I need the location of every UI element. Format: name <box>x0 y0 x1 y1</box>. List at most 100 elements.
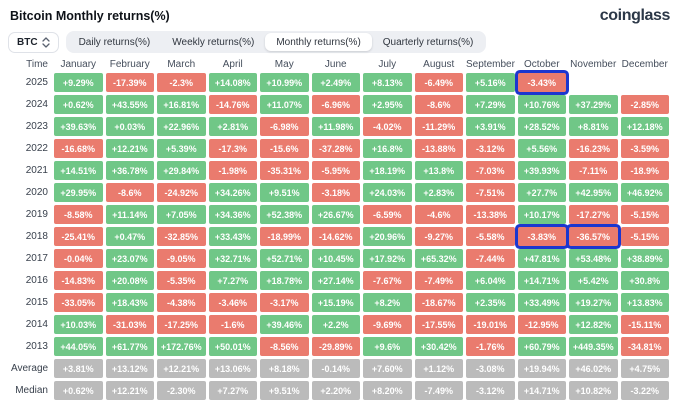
return-cell: -34.81% <box>620 337 669 356</box>
return-cell: -7.44% <box>466 249 515 268</box>
return-cell: +12.21% <box>157 359 206 378</box>
return-cell: -0.14% <box>311 359 360 378</box>
return-cell: +10.82% <box>569 381 618 400</box>
return-cell: +16.81% <box>157 95 206 114</box>
return-cell: -3.43% <box>517 73 566 92</box>
return-cell: -12.95% <box>517 315 566 334</box>
return-cell: +43.55% <box>105 95 154 114</box>
return-cell: -8.58% <box>54 205 103 224</box>
controls-bar: BTC Daily returns(%) Weekly returns(%) M… <box>8 31 672 53</box>
return-cell: -0.04% <box>54 249 103 268</box>
return-cell: -4.02% <box>363 117 412 136</box>
row-label: 2016 <box>25 275 48 286</box>
return-cell: +13.06% <box>208 359 257 378</box>
return-cell: -17.27% <box>569 205 618 224</box>
table-row: 2019 -8.58% +11.14% +7.05% +34.36% +52.38% +26… <box>11 205 669 224</box>
return-cell: +22.96% <box>157 117 206 136</box>
return-cell: -18.99% <box>260 227 309 246</box>
table-row: 2014 +10.03% -31.03% -17.25% -1.6% +39.46% +2.… <box>11 315 669 334</box>
return-cell: -6.59% <box>363 205 412 224</box>
return-cell: +18.19% <box>363 161 412 180</box>
return-cell: +27.7% <box>517 183 566 202</box>
table-row: 2017 -0.04% +23.07% -9.05% +32.71% +52.71% +10… <box>11 249 669 268</box>
return-cell: -18.9% <box>620 161 669 180</box>
return-cell: -5.58% <box>466 227 515 246</box>
tab-quarterly-returns[interactable]: Quarterly returns(%) <box>372 33 485 51</box>
return-cell: +0.62% <box>54 95 103 114</box>
return-cell: -8.56% <box>260 337 309 356</box>
coinglass-logo[interactable]: coinglass <box>599 6 671 24</box>
return-cell: +18.78% <box>260 271 309 290</box>
return-cell: +12.21% <box>105 381 154 400</box>
return-cell: +5.39% <box>157 139 206 158</box>
row-label: 2014 <box>25 319 48 330</box>
return-cell: +2.35% <box>466 293 515 312</box>
return-cell: +52.71% <box>260 249 309 268</box>
tab-weekly-returns[interactable]: Weekly returns(%) <box>161 33 265 51</box>
row-label: 2018 <box>25 231 48 242</box>
return-cell: -13.38% <box>466 205 515 224</box>
table-row: Average +3.81% +13.12% +12.21% +13.06% +8.18%… <box>11 359 669 378</box>
return-cell: +9.6% <box>363 337 412 356</box>
return-cell: +39.46% <box>260 315 309 334</box>
return-cell: +7.27% <box>208 271 257 290</box>
return-cell: +11.14% <box>105 205 154 224</box>
column-header-month: June <box>324 58 347 70</box>
column-header-month: March <box>167 58 196 70</box>
return-cell: -1.98% <box>208 161 257 180</box>
return-cell: +14.08% <box>208 73 257 92</box>
return-cell: -15.6% <box>260 139 309 158</box>
return-cell: +46.92% <box>620 183 669 202</box>
return-cell: -32.85% <box>157 227 206 246</box>
row-label: 2017 <box>25 253 48 264</box>
return-cell: +14.71% <box>517 271 566 290</box>
return-cell: -6.49% <box>414 73 463 92</box>
return-cell: -9.69% <box>363 315 412 334</box>
return-cell: +17.92% <box>363 249 412 268</box>
page-title: Bitcoin Monthly returns(%) <box>10 8 170 23</box>
table-row: 2016 -14.83% +20.08% -5.35% +7.27% +18.78% +27… <box>11 271 669 290</box>
return-cell: +3.91% <box>466 117 515 136</box>
return-cell: +11.07% <box>260 95 309 114</box>
return-cell: -1.76% <box>466 337 515 356</box>
return-cell: +2.81% <box>208 117 257 136</box>
tab-daily-returns[interactable]: Daily returns(%) <box>68 33 162 51</box>
return-cell: +2.20% <box>311 381 360 400</box>
return-cell: +8.20% <box>363 381 412 400</box>
unfold-icon <box>41 36 50 48</box>
return-cell: +5.42% <box>569 271 618 290</box>
return-cell: +52.38% <box>260 205 309 224</box>
row-label: 2025 <box>25 77 48 88</box>
return-cell: +0.03% <box>105 117 154 136</box>
table-row: 2020 +29.95% -8.6% -24.92% +34.26% +9.51% -3.1… <box>11 183 669 202</box>
return-cell: +30.42% <box>414 337 463 356</box>
return-cell: +50.01% <box>208 337 257 356</box>
return-cell: +2.95% <box>363 95 412 114</box>
row-label: 2013 <box>25 341 48 352</box>
row-label: 2021 <box>25 165 48 176</box>
return-cell: -6.98% <box>260 117 309 136</box>
column-header-month: February <box>109 58 150 70</box>
tab-monthly-returns[interactable]: Monthly returns(%) <box>265 33 372 51</box>
return-cell: -2.3% <box>157 73 206 92</box>
return-cell: +6.04% <box>466 271 515 290</box>
column-header-month: October <box>523 58 560 70</box>
return-cell: -7.49% <box>414 381 463 400</box>
return-cell: -3.22% <box>620 381 669 400</box>
symbol-select[interactable]: BTC <box>8 31 59 53</box>
return-cell: -25.41% <box>54 227 103 246</box>
return-cell: -4.38% <box>157 293 206 312</box>
return-cell: -3.18% <box>311 183 360 202</box>
table-row: 2022 -16.68% +12.21% +5.39% -17.3% -15.6% -37.… <box>11 139 669 158</box>
return-cell: +8.13% <box>363 73 412 92</box>
return-cell: -7.03% <box>466 161 515 180</box>
return-cell: -2.30% <box>157 381 206 400</box>
return-cell: -35.31% <box>260 161 309 180</box>
return-cell: -3.59% <box>620 139 669 158</box>
return-cell: +39.63% <box>54 117 103 136</box>
return-cell: +53.48% <box>569 249 618 268</box>
return-cell: +8.81% <box>569 117 618 136</box>
return-cell: -14.83% <box>54 271 103 290</box>
return-cell: +10.45% <box>311 249 360 268</box>
